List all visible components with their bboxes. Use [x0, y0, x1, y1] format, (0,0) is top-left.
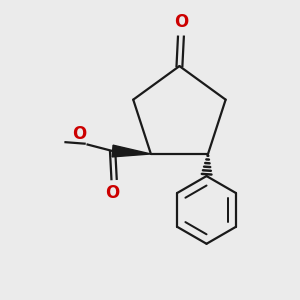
Text: O: O — [72, 125, 86, 143]
Polygon shape — [112, 145, 151, 157]
Text: O: O — [174, 13, 188, 31]
Text: O: O — [106, 184, 120, 202]
